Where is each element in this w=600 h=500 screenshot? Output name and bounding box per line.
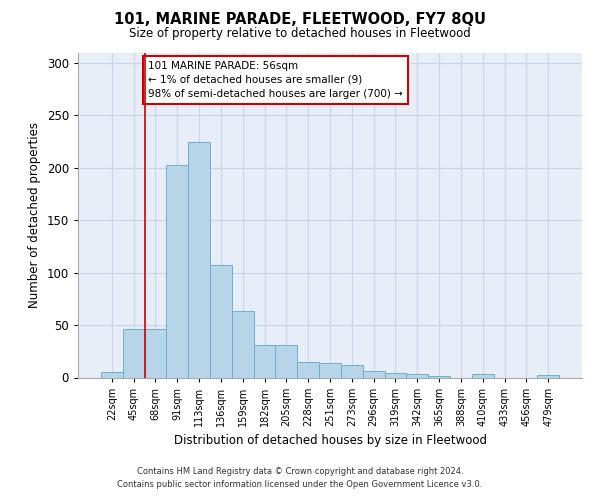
- Bar: [472, 374, 494, 378]
- Bar: [537, 376, 559, 378]
- Y-axis label: Number of detached properties: Number of detached properties: [28, 122, 41, 308]
- Bar: [101, 372, 123, 378]
- Bar: [188, 142, 210, 378]
- Text: Size of property relative to detached houses in Fleetwood: Size of property relative to detached ho…: [129, 28, 471, 40]
- Text: 101, MARINE PARADE, FLEETWOOD, FY7 8QU: 101, MARINE PARADE, FLEETWOOD, FY7 8QU: [114, 12, 486, 28]
- Bar: [406, 374, 428, 378]
- Bar: [145, 330, 166, 378]
- Text: Contains HM Land Registry data © Crown copyright and database right 2024.
Contai: Contains HM Land Registry data © Crown c…: [118, 467, 482, 489]
- Bar: [428, 376, 450, 378]
- Bar: [254, 345, 275, 378]
- Bar: [123, 330, 145, 378]
- Bar: [232, 312, 254, 378]
- Bar: [341, 365, 363, 378]
- Text: 101 MARINE PARADE: 56sqm
← 1% of detached houses are smaller (9)
98% of semi-det: 101 MARINE PARADE: 56sqm ← 1% of detache…: [148, 61, 403, 99]
- Bar: [385, 374, 406, 378]
- Bar: [166, 164, 188, 378]
- Bar: [275, 345, 297, 378]
- X-axis label: Distribution of detached houses by size in Fleetwood: Distribution of detached houses by size …: [173, 434, 487, 447]
- Bar: [319, 363, 341, 378]
- Bar: [363, 371, 385, 378]
- Bar: [297, 362, 319, 378]
- Bar: [210, 266, 232, 378]
